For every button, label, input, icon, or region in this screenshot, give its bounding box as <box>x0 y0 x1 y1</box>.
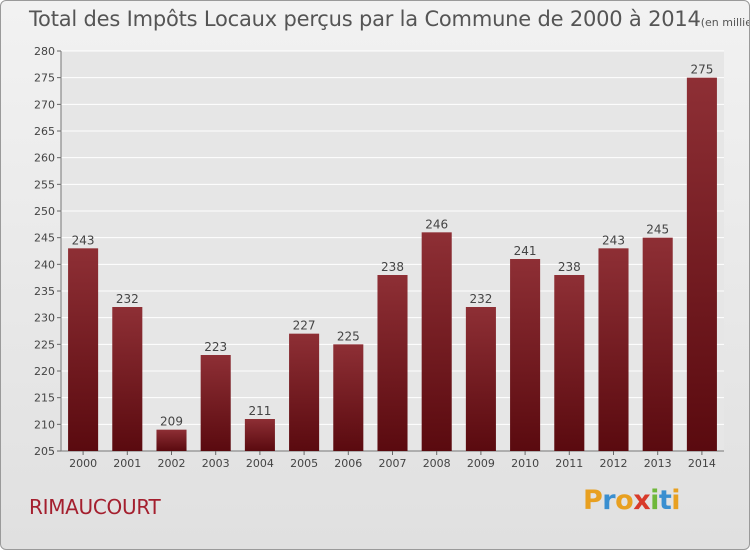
logo-letter: x <box>633 485 651 516</box>
bar <box>598 248 629 451</box>
bar <box>554 275 585 451</box>
bar-value-label: 238 <box>381 260 404 274</box>
bar-value-label: 246 <box>425 217 448 231</box>
proxiti-logo: Proxiti <box>583 485 681 516</box>
bar-value-label: 238 <box>558 260 581 274</box>
bar-value-label: 275 <box>690 63 713 77</box>
logo-letter: P <box>583 485 603 516</box>
logo-letter: i <box>650 485 659 516</box>
logo-letter: i <box>671 485 681 516</box>
x-tick-label: 2002 <box>158 457 186 470</box>
bar-value-label: 243 <box>602 233 625 247</box>
bar <box>200 355 231 451</box>
y-tick-label: 265 <box>34 125 55 138</box>
y-tick-label: 280 <box>34 45 55 58</box>
bar-value-label: 245 <box>646 223 669 237</box>
bar-value-label: 223 <box>204 340 227 354</box>
bar <box>156 429 187 451</box>
x-tick-label: 2006 <box>334 457 362 470</box>
bar-value-label: 232 <box>469 292 492 306</box>
logo-letter: r <box>602 485 616 516</box>
bar-value-label: 227 <box>293 319 316 333</box>
x-tick-label: 2001 <box>113 457 141 470</box>
y-tick-label: 270 <box>34 98 55 111</box>
y-tick-label: 210 <box>34 418 55 431</box>
bar-value-label: 225 <box>337 329 360 343</box>
bar <box>333 344 364 451</box>
y-tick-label: 245 <box>34 232 55 245</box>
chart-subtitle: (en milliers d'€) <box>700 16 749 29</box>
bar <box>686 77 717 452</box>
x-tick-label: 2014 <box>688 457 716 470</box>
bar <box>421 232 452 451</box>
y-tick-label: 255 <box>34 178 55 191</box>
logo-letter: t <box>658 485 672 516</box>
bar <box>465 307 496 451</box>
y-tick-label: 235 <box>34 285 55 298</box>
x-tick-label: 2009 <box>467 457 495 470</box>
bar <box>289 333 320 451</box>
x-tick-label: 2012 <box>600 457 628 470</box>
x-tick-label: 2010 <box>511 457 539 470</box>
bar-value-label: 209 <box>160 415 183 429</box>
y-tick-label: 225 <box>34 338 55 351</box>
bar <box>642 237 673 451</box>
y-tick-label: 260 <box>34 152 55 165</box>
title-row: Total des Impôts Locaux perçus par la Co… <box>29 7 749 31</box>
x-tick-label: 2013 <box>644 457 672 470</box>
x-tick-label: 2000 <box>69 457 97 470</box>
x-tick-label: 2011 <box>555 457 583 470</box>
commune-name: RIMAUCOURT <box>29 495 161 519</box>
bars <box>68 77 717 452</box>
y-tick-label: 220 <box>34 365 55 378</box>
y-tick-label: 205 <box>34 445 55 458</box>
bar-value-label: 232 <box>116 292 139 306</box>
x-tick-label: 2007 <box>379 457 407 470</box>
bar-value-label: 211 <box>248 404 271 418</box>
x-tick-label: 2008 <box>423 457 451 470</box>
data-labels: 243 232 209 223 211 227 225 238 246 232 241 238 243 2… <box>72 63 714 429</box>
x-tick-label: 2003 <box>202 457 230 470</box>
bar <box>112 307 143 451</box>
bar <box>68 248 99 451</box>
bar-value-label: 241 <box>514 244 537 258</box>
bar <box>510 259 541 451</box>
x-tick-label: 2004 <box>246 457 274 470</box>
y-tick-label: 215 <box>34 392 55 405</box>
y-tick-label: 250 <box>34 205 55 218</box>
bar <box>244 419 275 451</box>
chart-title: Total des Impôts Locaux perçus par la Co… <box>29 7 701 31</box>
y-tick-label: 230 <box>34 312 55 325</box>
logo-letter: o <box>615 485 634 516</box>
x-tick-label: 2005 <box>290 457 318 470</box>
bar-value-label: 243 <box>72 233 95 247</box>
bar <box>377 275 408 451</box>
y-tick-label: 240 <box>34 258 55 271</box>
y-tick-label: 275 <box>34 72 55 85</box>
